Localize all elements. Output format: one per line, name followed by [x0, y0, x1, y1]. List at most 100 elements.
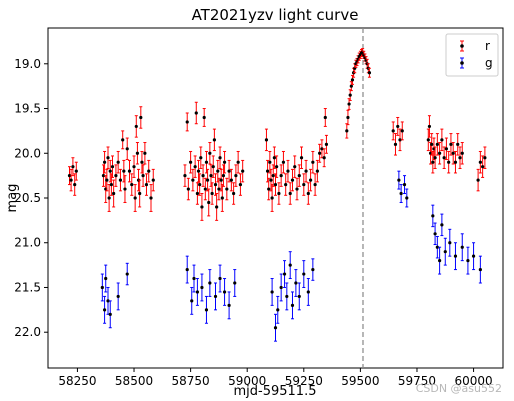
- data-point-r: [213, 182, 218, 187]
- data-point-r: [73, 182, 77, 187]
- data-point-r: [149, 196, 153, 200]
- legend-marker-dot-r: [460, 44, 464, 48]
- data-point-r: [453, 160, 458, 164]
- data-point-r: [279, 174, 283, 178]
- data-point-r: [133, 196, 137, 200]
- data-point-r: [456, 142, 460, 146]
- data-point-g: [306, 290, 310, 294]
- data-point-r: [313, 182, 317, 187]
- data-point-r: [135, 151, 140, 155]
- data-point-g: [435, 245, 439, 249]
- data-point-g: [405, 196, 409, 200]
- data-point-r: [123, 187, 127, 191]
- data-point-g: [438, 259, 442, 263]
- data-point-r: [241, 169, 245, 173]
- data-point-r: [311, 160, 315, 164]
- x-axis-ticks: 58250 58500 58750 59000 59250 59500 59750 60000: [58, 368, 493, 388]
- data-point-r: [220, 196, 224, 200]
- data-point-g: [270, 290, 274, 294]
- data-point-r: [204, 160, 209, 164]
- data-point-r: [127, 169, 132, 173]
- y-tick-label: 19.0: [14, 57, 41, 71]
- data-point-r: [186, 187, 190, 191]
- data-point-r: [191, 178, 195, 182]
- data-point-r: [264, 138, 269, 142]
- data-point-r: [205, 178, 210, 182]
- data-point-r: [393, 142, 398, 146]
- data-point-g: [116, 294, 120, 299]
- data-point-r: [74, 169, 78, 173]
- legend-label-r: r: [485, 39, 490, 53]
- data-point-g: [294, 281, 298, 285]
- data-point-r: [202, 115, 206, 120]
- y-axis-label: mag: [5, 184, 20, 213]
- data-point-r: [451, 151, 455, 155]
- data-point-g: [195, 290, 200, 294]
- legend-marker-dot-g: [460, 61, 464, 65]
- data-point-r: [272, 156, 276, 160]
- data-point-g: [311, 267, 315, 272]
- data-point-r: [238, 182, 243, 187]
- data-point-r: [431, 160, 435, 164]
- data-point-r: [210, 191, 214, 196]
- data-point-r: [349, 84, 353, 88]
- data-point-r: [478, 160, 482, 164]
- data-point-g: [466, 259, 470, 263]
- data-point-r: [199, 156, 203, 160]
- data-point-r: [221, 174, 226, 178]
- chart-title: AT2021yzv light curve: [192, 6, 359, 24]
- data-point-r: [121, 138, 125, 142]
- data-point-r: [318, 151, 322, 155]
- data-point-r: [433, 156, 437, 160]
- data-point-g: [402, 182, 407, 187]
- data-point-r: [483, 156, 487, 160]
- data-point-r: [139, 115, 143, 120]
- data-point-r: [200, 205, 204, 209]
- data-point-r: [265, 169, 270, 173]
- data-point-g: [108, 312, 112, 316]
- data-point-r: [209, 174, 213, 178]
- data-point-r: [447, 160, 451, 164]
- data-point-r: [151, 178, 155, 182]
- data-point-r: [302, 182, 306, 187]
- data-point-r: [324, 142, 329, 146]
- data-point-r: [275, 165, 279, 169]
- data-point-g: [443, 250, 447, 254]
- data-point-g: [431, 214, 435, 218]
- x-tick-label: 59250: [285, 374, 323, 388]
- data-point-r: [71, 165, 75, 169]
- data-point-g: [100, 285, 104, 290]
- data-point-r: [194, 111, 198, 115]
- y-tick-label: 22.0: [14, 325, 41, 339]
- data-point-g: [397, 178, 401, 182]
- data-point-r: [290, 178, 295, 182]
- series-g: [100, 170, 482, 342]
- data-point-g: [218, 276, 222, 281]
- data-point-r: [440, 138, 444, 142]
- data-point-g: [453, 254, 458, 258]
- x-tick-label: 58500: [115, 374, 153, 388]
- x-tick-label: 60000: [454, 374, 492, 388]
- data-point-r: [109, 182, 113, 187]
- data-point-g: [297, 294, 301, 299]
- data-point-r: [102, 160, 107, 164]
- data-point-r: [215, 205, 219, 209]
- data-point-g: [233, 281, 237, 285]
- data-point-r: [458, 156, 462, 160]
- data-point-r: [442, 156, 446, 160]
- data-point-g: [273, 326, 278, 330]
- data-point-r: [114, 174, 118, 178]
- data-point-r: [346, 115, 350, 120]
- data-point-r: [189, 160, 193, 164]
- data-point-g: [190, 299, 194, 303]
- data-point-r: [125, 147, 129, 151]
- data-point-r: [297, 174, 301, 178]
- data-point-r: [208, 151, 212, 155]
- data-point-g: [279, 285, 283, 290]
- data-point-g: [433, 232, 437, 236]
- data-point-r: [347, 102, 351, 106]
- data-point-r: [322, 156, 326, 160]
- data-points-group: [67, 48, 487, 342]
- data-point-r: [286, 169, 290, 173]
- data-point-r: [219, 178, 223, 182]
